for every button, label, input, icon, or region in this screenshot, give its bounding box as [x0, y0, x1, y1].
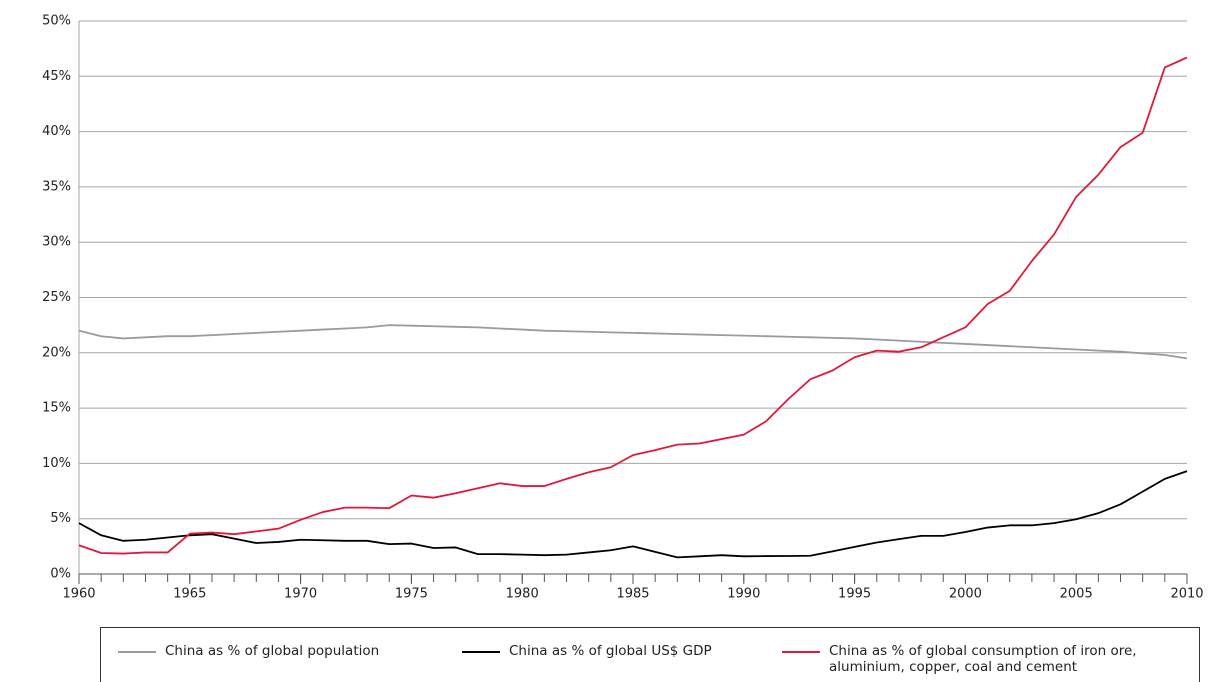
y-tick-label: 5% — [50, 511, 71, 526]
y-tick-label: 35% — [42, 179, 71, 194]
legend-label: China as % of global consumption of iron… — [829, 643, 1137, 675]
x-tick-label: 2010 — [1170, 587, 1203, 602]
series-line — [78, 470, 1188, 559]
legend-item: China as % of global population — [118, 643, 379, 659]
x-tick-label: 2005 — [1060, 587, 1093, 602]
series-line — [78, 56, 1188, 555]
y-tick-label: 10% — [42, 456, 71, 471]
x-tick-label: 1985 — [616, 587, 649, 602]
y-tick-label: 15% — [42, 401, 71, 416]
legend-item: China as % of global consumption of iron… — [782, 643, 1182, 675]
legend-label: China as % of global US$ GDP — [509, 643, 712, 659]
legend-swatch — [782, 651, 820, 653]
y-tick-label: 20% — [42, 345, 71, 360]
legend-item: China as % of global US$ GDP — [462, 643, 712, 659]
x-tick-label: 1970 — [284, 587, 317, 602]
series-line — [78, 324, 1188, 360]
legend-swatch — [462, 651, 500, 653]
legend-swatch — [118, 651, 156, 653]
x-tick-label: 1995 — [838, 587, 871, 602]
y-tick-label: 50% — [42, 14, 71, 29]
y-tick-label: 25% — [42, 290, 71, 305]
y-tick-label: 40% — [42, 124, 71, 139]
x-tick-label: 1980 — [506, 587, 539, 602]
y-tick-label: 0% — [50, 567, 71, 582]
x-tick-label: 1960 — [62, 587, 95, 602]
y-tick-label: 30% — [42, 235, 71, 250]
legend: China as % of global population China as … — [100, 627, 1200, 682]
x-tick-label: 2000 — [949, 587, 982, 602]
x-tick-label: 1975 — [395, 587, 428, 602]
legend-label: China as % of global population — [165, 643, 380, 659]
chart: 0% 5% 10% 15% 20% 25% 30% 35% 40% 45% 50% 1960 1965 1… — [42, 14, 1203, 602]
x-tick-label: 1965 — [173, 587, 206, 602]
x-tick-label: 1990 — [727, 587, 760, 602]
y-tick-label: 45% — [42, 69, 71, 84]
